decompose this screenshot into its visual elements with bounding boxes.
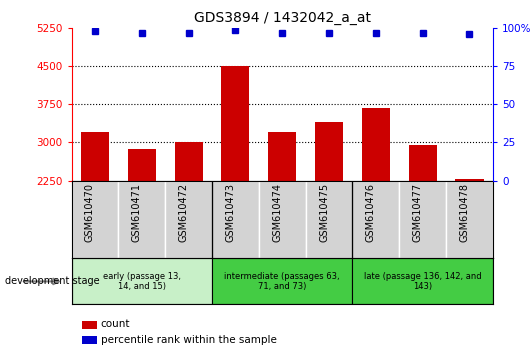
Bar	[352, 258, 493, 304]
Bar	[352, 181, 399, 258]
Bar	[174, 142, 202, 181]
Bar	[81, 132, 109, 181]
Text: early (passage 13,
14, and 15): early (passage 13, 14, and 15)	[103, 272, 181, 291]
Bar	[306, 181, 352, 258]
Text: GSM610476: GSM610476	[366, 183, 376, 242]
Text: development stage: development stage	[5, 276, 100, 286]
Text: count: count	[101, 319, 130, 329]
Bar	[446, 181, 493, 258]
Bar	[212, 258, 352, 304]
Bar	[455, 179, 483, 181]
Text: GSM610477: GSM610477	[413, 183, 422, 242]
Text: GSM610474: GSM610474	[272, 183, 282, 242]
Bar	[82, 336, 97, 344]
Bar	[128, 149, 156, 181]
Bar	[362, 108, 390, 181]
Bar	[222, 66, 250, 181]
Text: GSM610478: GSM610478	[460, 183, 470, 242]
Title: GDS3894 / 1432042_a_at: GDS3894 / 1432042_a_at	[194, 11, 370, 24]
Bar	[118, 181, 165, 258]
Text: late (passage 136, 142, and
143): late (passage 136, 142, and 143)	[364, 272, 481, 291]
Bar	[399, 181, 446, 258]
Bar	[268, 132, 296, 181]
Bar	[315, 122, 343, 181]
Bar	[165, 181, 212, 258]
Bar	[212, 181, 259, 258]
Text: GSM610471: GSM610471	[132, 183, 142, 242]
Text: GSM610473: GSM610473	[225, 183, 235, 242]
Text: GSM610475: GSM610475	[319, 183, 329, 242]
Text: GSM610470: GSM610470	[85, 183, 95, 242]
Text: GSM610472: GSM610472	[179, 183, 189, 242]
Bar	[409, 144, 437, 181]
Bar	[82, 321, 97, 329]
Text: intermediate (passages 63,
71, and 73): intermediate (passages 63, 71, and 73)	[224, 272, 340, 291]
Bar	[259, 181, 306, 258]
Bar	[72, 181, 118, 258]
Bar	[72, 258, 212, 304]
Text: percentile rank within the sample: percentile rank within the sample	[101, 335, 277, 345]
